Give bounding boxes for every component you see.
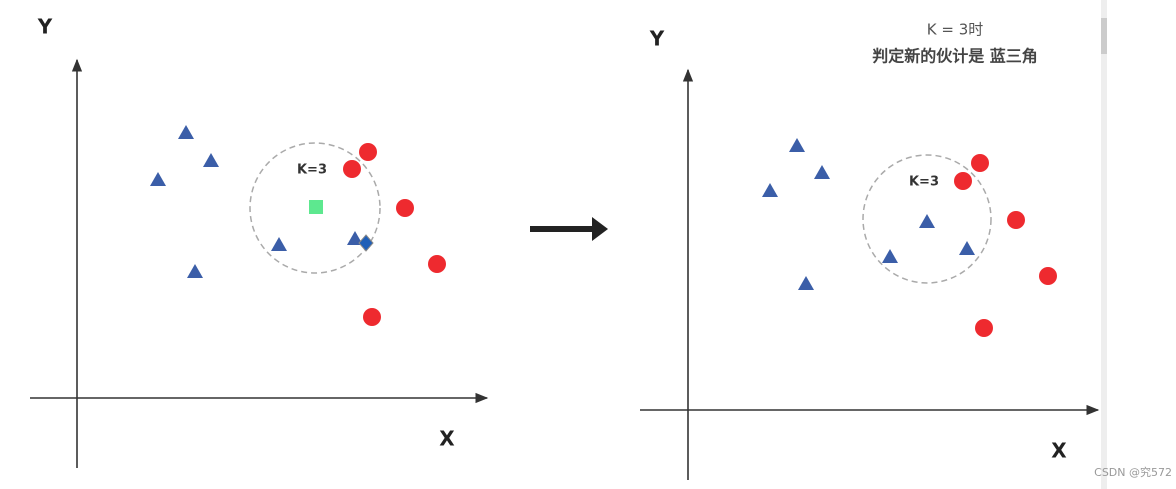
k-label: K=3 xyxy=(909,175,939,190)
k-circle xyxy=(249,142,381,274)
y-label: Y xyxy=(37,15,53,39)
new-point xyxy=(309,200,323,214)
x-label: X xyxy=(1051,439,1067,463)
circles xyxy=(343,143,446,326)
triangles xyxy=(762,138,975,290)
k-label: K=3 xyxy=(297,163,327,178)
arrow-head xyxy=(592,217,608,241)
k-circle xyxy=(862,154,992,284)
watermark: CSDN @究572 xyxy=(1094,465,1172,479)
scroll-thumb xyxy=(1101,18,1107,54)
x-label: X xyxy=(439,427,455,451)
diamond xyxy=(358,234,374,252)
scrollbar xyxy=(1101,0,1107,489)
triangles xyxy=(150,125,363,278)
circles xyxy=(954,154,1057,337)
right-panel: Y X K = 3时 判定新的伙计是 蓝三角 K=3 xyxy=(640,21,1100,480)
left-panel: Y X K=3 xyxy=(30,15,489,468)
y-label: Y xyxy=(649,27,665,51)
annotation: K = 3时 xyxy=(927,21,984,39)
annotation: 判定新的伙计是 蓝三角 xyxy=(872,47,1038,66)
